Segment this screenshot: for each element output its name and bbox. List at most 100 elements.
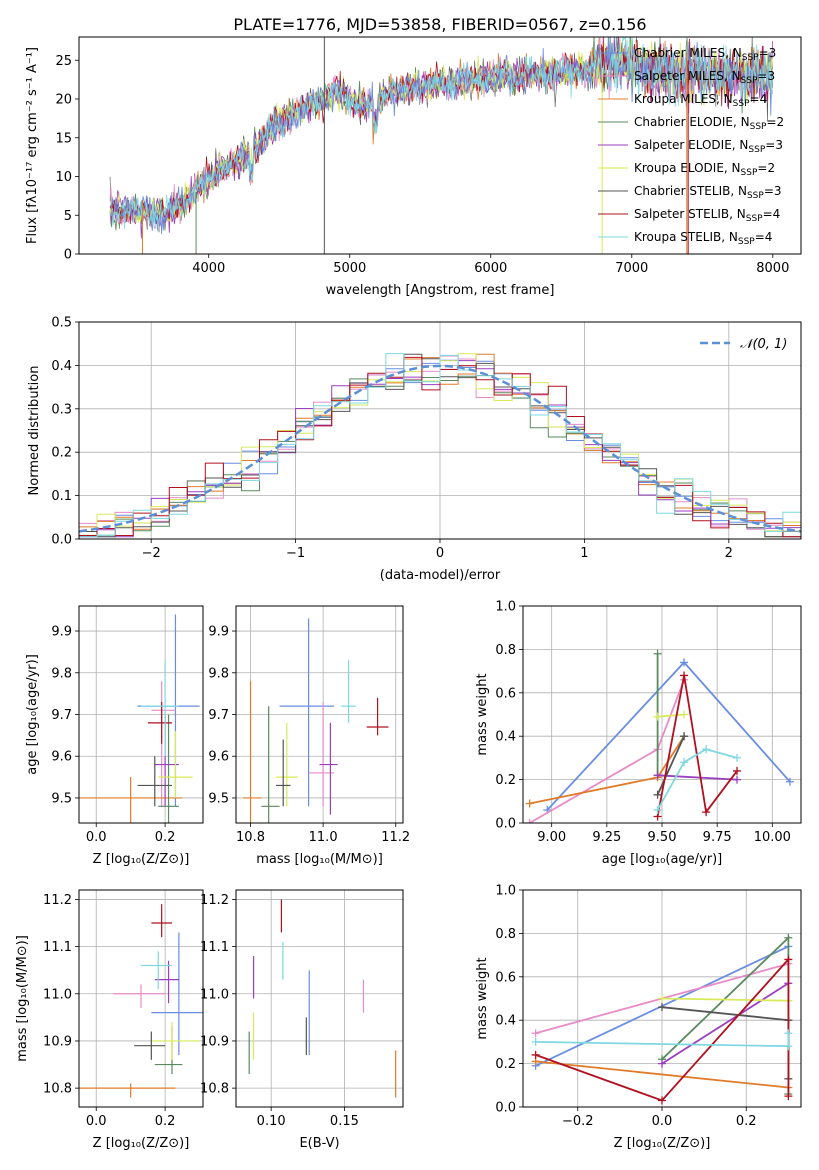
weight-point-marker [680,758,689,767]
weight-vs-Z-ytick-label: 0.2 [495,1057,516,1072]
weight-vs-age-xtick-label: 9.25 [592,830,621,845]
age-vs-mass-xtick-label: 11.0 [309,830,338,845]
spectrum-xlabel: wavelength [Angstrom, rest frame] [326,283,555,298]
legend-entry-tail: =3 [759,46,777,60]
weight-vs-age-xtick-label: 9.50 [648,830,677,845]
spectrum-ytick-label: 10 [55,170,72,185]
age-vs-Z-ytick-label: 9.5 [51,791,72,806]
legend-entry-label: Kroupa ELODIE, N [634,161,741,175]
age-vs-Z-xtick-label: 0.2 [155,830,176,845]
residuals-xlabel: (data-model)/error [380,568,501,583]
weight-vs-age-plot-area [525,649,794,823]
weight-vs-age-ytick-label: 0.6 [495,686,516,701]
legend-entry-sub: SSP [748,145,765,155]
mass-vs-EBV-ytick-label: 11.1 [200,940,229,955]
mass-vs-EBV-ytick-label: 11.0 [200,987,229,1002]
spectrum-frame [78,36,802,255]
age-vs-mass-ytick-label: 9.9 [208,625,229,640]
weight-point-marker [658,1096,666,1105]
legend-entry-label: Salpeter MILES, N [634,69,741,83]
weight-series-line [661,982,789,1065]
residuals-xtick-label: −2 [142,546,161,561]
mass-vs-Z-ytick-label: 11.2 [43,893,72,908]
weight-point-marker [680,671,689,680]
spectrum-ytick-label: 0 [64,248,72,263]
weight-vs-Z-xlabel: Z [log₁₀(Z/Z⊙)] [614,1136,711,1151]
age-vs-mass-plot-area [243,618,389,823]
legend-entry-tail: =3 [764,184,782,198]
age-vs-mass-ytick-label: 9.7 [208,708,229,723]
legend-entry-sub: SSP [747,191,764,201]
age-vs-mass-ytick-label: 9.5 [208,791,229,806]
residuals-ytick-label: 0.4 [51,359,72,374]
spectrum-ytick-label: 25 [55,54,72,69]
spectrum-ytick-label: 20 [55,93,72,108]
residuals-ytick-label: 0.1 [51,489,72,504]
weight-vs-age-xtick-label: 10.00 [754,830,791,845]
legend-entry-tail: =3 [765,138,783,152]
weight-series-line [661,1006,790,1079]
mass-vs-Z-xlabel: Z [log₁₀(Z/Z⊙)] [93,1136,190,1151]
spectrum-plot-area [109,37,773,254]
legend-entry-sub: SSP [738,237,755,247]
legend-entry-label: Chabrier STELIB, N [634,184,747,198]
mass-vs-EBV-ytick-label: 10.8 [200,1082,229,1097]
spectrum-ylabel: Flux [fλ10⁻¹⁷ erg cm⁻² s⁻¹ A⁻¹] [25,47,40,244]
legend-entry-label: Chabrier ELODIE, N [634,115,750,129]
weight-series-line [535,957,790,1102]
legend-entry: Kroupa ELODIE, NSSP=2 [634,161,775,178]
mass-vs-Z-ylabel: mass [log₁₀(M/M⊙)] [15,935,30,1062]
legend-entry-sub: SSP [741,76,758,86]
weight-vs-Z-ytick-label: 0.6 [495,970,516,985]
residuals-ytick-label: 0.0 [51,533,72,548]
mass-vs-Z-xtick-label: 0.2 [155,1114,176,1129]
weight-point-marker [531,1029,540,1038]
weight-point-marker [702,808,711,817]
legend-entry-sub: SSP [741,168,758,178]
legend-entry: Chabrier MILES, NSSP=3 [634,46,776,63]
spectrum-series-line [109,37,773,235]
residuals-ytick-label: 0.3 [51,402,72,417]
legend-entry-tail: =3 [757,69,775,83]
weight-vs-age-ytick-label: 0.8 [495,643,516,658]
age-vs-mass-ytick-label: 9.8 [208,666,229,681]
weight-point-marker [525,819,534,823]
weight-point-marker [658,1059,666,1068]
legend-entry-label: Kroupa STELIB, N [634,230,738,244]
weight-vs-age-xlabel: age [log₁₀(age/yr)] [602,852,723,867]
residuals-frame [78,321,802,540]
weight-point-marker [733,766,742,775]
spectrum-xtick-label: 6000 [474,261,507,276]
weight-vs-age-xtick-label: 9.00 [537,830,566,845]
legend-entry-tail: =2 [766,115,784,129]
weight-point-marker [733,753,742,762]
residuals-xtick-label: 1 [580,546,588,561]
weight-vs-Z-ytick-label: 1.0 [495,884,516,899]
weight-vs-Z-xtick-label: 0.0 [652,1114,673,1129]
mass-vs-EBV-plot-area [248,899,397,1098]
legend-entry-label: Salpeter ELODIE, N [634,138,748,152]
residuals-ytick-label: 0.5 [51,316,72,331]
spectrum-xtick-label: 4000 [192,261,225,276]
weight-series-line [657,774,738,781]
weight-point-marker [702,745,711,754]
legend-entry: Salpeter MILES, NSSP=3 [634,69,775,86]
legend-entry-tail: =4 [763,207,781,221]
normal-curve [79,364,801,533]
mass-vs-EBV-frame [235,889,404,1108]
mass-vs-EBV-xtick-label: 0.15 [330,1114,359,1129]
mass-vs-Z-frame [78,889,204,1108]
weight-point-marker [531,1050,540,1059]
mass-vs-EBV-ytick-label: 11.2 [200,893,229,908]
weight-point-marker [658,1003,666,1012]
weight-point-marker [525,799,534,808]
weight-point-marker [531,1037,540,1046]
weight-point-marker [784,1029,793,1038]
weight-vs-Z-xtick-label: 0.2 [736,1114,757,1129]
weight-series-line [657,713,685,718]
age-vs-Z-ytick-label: 9.6 [51,750,72,765]
legend-entry-label: Kroupa MILES, N [634,92,733,106]
weight-vs-Z-ylabel: mass weight [475,957,490,1039]
residuals-xtick-label: 0 [436,546,444,561]
